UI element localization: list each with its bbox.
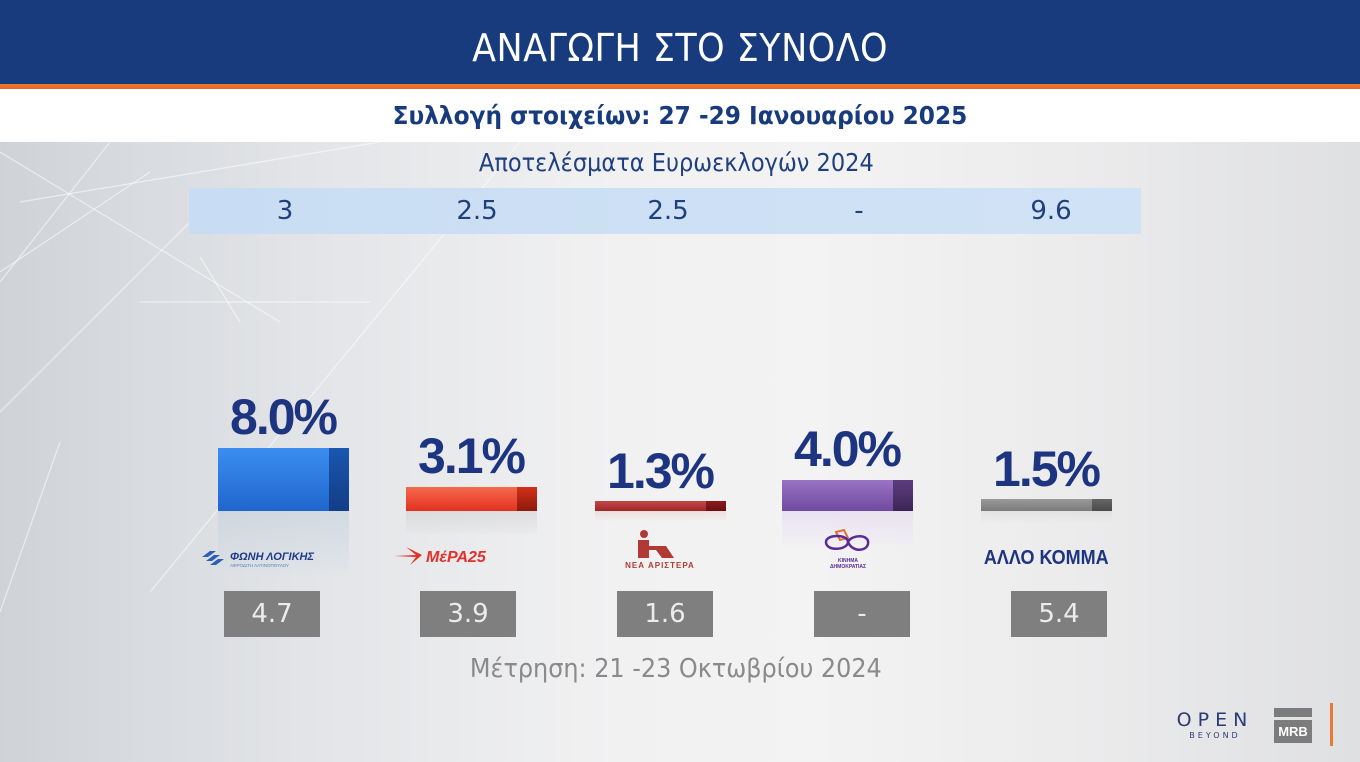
page-title: ΑΝΑΓΩΓΗ ΣΤΟ ΣΥΝΟΛΟ [472, 25, 888, 70]
euro-value: - [854, 196, 864, 226]
logo-kinima-dimokratias: ΚΙΝΗΜΑ ΔΗΜΟΚΡΑΤΙΑΣ [808, 526, 888, 570]
previous-value-box: 5.4 [1011, 591, 1107, 637]
party-percentage: 1.3% [607, 443, 715, 499]
open-beyond-logo: OPEN BEYOND [1175, 709, 1255, 740]
title-banner: ΑΝΑΓΩΓΗ ΣΤΟ ΣΥΝΟΛΟ [0, 0, 1360, 85]
bar-mera25 [406, 487, 537, 511]
mrb-logo: MRB [1274, 708, 1312, 743]
nea-aristera-logo-icon: ΝΕΑ ΑΡΙΣΤΕΡΑ [625, 530, 695, 570]
previous-value-box: - [814, 591, 910, 637]
svg-text:ΦΩΝΗ ΛΟΓΙΚΗΣ: ΦΩΝΗ ΛΟΓΙΚΗΣ [230, 551, 314, 563]
bar-nea-aristera [595, 501, 726, 511]
euro-value: 9.6 [1030, 196, 1072, 226]
bar-reflection [595, 511, 726, 521]
brand-separator [1330, 703, 1333, 746]
svg-text:ΝΕΑ ΑΡΙΣΤΕΡΑ: ΝΕΑ ΑΡΙΣΤΕΡΑ [625, 561, 695, 570]
mrb-logo-text: MRB [1274, 720, 1312, 743]
previous-value-box: 4.7 [224, 591, 320, 637]
bar-reflection [218, 511, 349, 573]
bar-kinima-dimokratias [782, 480, 913, 511]
bar-foni-logikis [218, 448, 349, 511]
measurement-caption-text: Μέτρηση: 21 -23 Οκτωβρίου 2024 [470, 654, 882, 684]
logo-allo-komma: ΑΛΛΟ ΚΟΜΜΑ [966, 545, 1126, 571]
kinima-dimokratias-logo-icon: ΚΙΝΗΜΑ ΔΗΜΟΚΡΑΤΙΑΣ [824, 528, 870, 570]
euro-value: 2.5 [456, 196, 498, 226]
mera25-logo-icon: ΜέΡΑ25 [394, 547, 487, 566]
bar-reflection [981, 511, 1112, 523]
party-percentage: 8.0% [230, 389, 338, 445]
euro-results-title-text: Αποτελέσματα Ευρωεκλογών 2024 [478, 148, 874, 177]
logo-nea-aristera: ΝΕΑ ΑΡΙΣΤΕΡΑ [600, 528, 720, 572]
party-percentage: 3.1% [418, 428, 526, 484]
previous-value-box: 3.9 [420, 591, 516, 637]
party-percentage: 1.5% [993, 441, 1101, 497]
bar-reflection [406, 511, 537, 534]
open-logo-subtext: BEYOND [1189, 731, 1241, 740]
svg-text:ΜέΡΑ25: ΜέΡΑ25 [426, 549, 487, 566]
accent-stripe [0, 84, 1360, 89]
open-logo-text: OPEN [1176, 709, 1254, 731]
svg-text:ΑΦΡΟΔΙΤΗ ΛΑΤΙΝΟΠΟΥΛΟΥ: ΑΦΡΟΔΙΤΗ ΛΑΤΙΝΟΠΟΥΛΟΥ [230, 563, 289, 568]
euro-value: 3 [276, 196, 294, 226]
previous-value-box: 1.6 [617, 591, 713, 637]
euro-results-row: 3 2.5 2.5 - 9.6 [189, 188, 1141, 234]
allo-komma-label: ΑΛΛΟ ΚΟΜΜΑ [983, 546, 1109, 569]
bar-allo-komma [981, 499, 1112, 511]
subtitle-banner: Συλλογή στοιχείων: 27 -29 Ιανουαρίου 202… [0, 89, 1360, 142]
svg-text:ΔΗΜΟΚΡΑΤΙΑΣ: ΔΗΜΟΚΡΑΤΙΑΣ [830, 564, 866, 570]
page-subtitle: Συλλογή στοιχείων: 27 -29 Ιανουαρίου 202… [392, 101, 968, 130]
party-percentage: 4.0% [794, 421, 902, 477]
logo-mera25: ΜέΡΑ25 [392, 543, 540, 569]
logo-foni-logikis: ΦΩΝΗ ΛΟΓΙΚΗΣ ΑΦΡΟΔΙΤΗ ΛΑΤΙΝΟΠΟΥΛΟΥ [200, 546, 336, 570]
euro-value: 2.5 [647, 196, 689, 226]
svg-text:ΚΙΝΗΜΑ: ΚΙΝΗΜΑ [838, 558, 858, 564]
measurement-caption: Μέτρηση: 21 -23 Οκτωβρίου 2024 [0, 654, 1352, 684]
euro-results-title: Αποτελέσματα Ευρωεκλογών 2024 [0, 148, 1352, 177]
foni-logikis-logo-icon: ΦΩΝΗ ΛΟΓΙΚΗΣ ΑΦΡΟΔΙΤΗ ΛΑΤΙΝΟΠΟΥΛΟΥ [202, 551, 314, 568]
